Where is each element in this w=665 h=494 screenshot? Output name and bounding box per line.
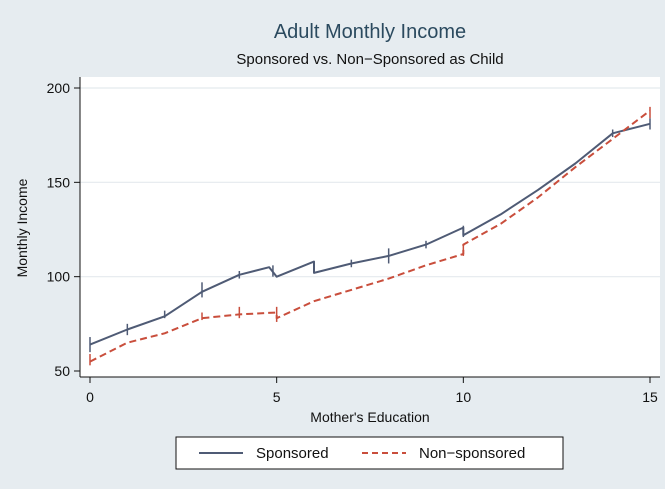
series-line-non-sponsored	[89, 109, 651, 363]
y-tick-label: 150	[47, 174, 71, 190]
chart-title: Adult Monthly Income	[274, 21, 466, 43]
y-tick-label: 50	[54, 363, 70, 379]
x-tick-label: 15	[642, 389, 658, 405]
series-layer	[89, 106, 651, 366]
legend-label-non-sponsored: Non−sponsored	[419, 445, 525, 462]
axis-layer: 50 100 150 200 0 5 10 15	[47, 77, 660, 405]
y-tick-label: 100	[47, 269, 71, 285]
x-axis-label: Mother's Education	[310, 409, 429, 425]
y-axis-label: Monthly Income	[14, 178, 30, 277]
y-tick-label: 200	[47, 80, 71, 96]
legend-label-sponsored: Sponsored	[256, 445, 329, 462]
grid-layer	[80, 87, 660, 278]
x-tick-label: 5	[273, 389, 281, 405]
x-tick-label: 0	[86, 389, 94, 405]
chart-subtitle: Sponsored vs. Non−Sponsored as Child	[236, 51, 503, 68]
legend: Sponsored Non−sponsored	[175, 436, 564, 470]
plot-area	[80, 77, 660, 377]
x-tick-label: 10	[456, 389, 472, 405]
